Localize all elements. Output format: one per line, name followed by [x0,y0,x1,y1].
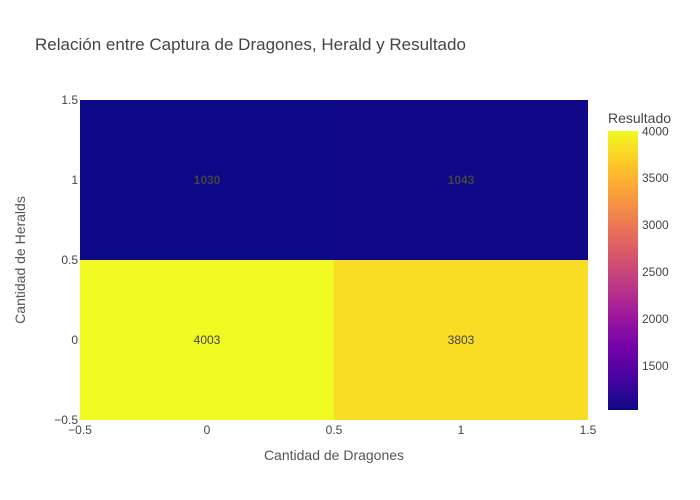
heatmap-cell [80,100,334,260]
x-tick-label: 1.5 [580,423,597,437]
cell-value-label: 3803 [448,333,475,347]
y-tick-label: 1.5 [61,93,78,107]
x-tick-label: −0.5 [68,423,92,437]
x-tick-label: 0.5 [326,423,343,437]
cell-value-label: 1030 [194,173,221,187]
colorbar-tick-label: 2500 [642,265,669,279]
heatmap-cell [80,260,334,420]
y-tick-label: 0 [71,333,78,347]
colorbar-ticks: 4000 3500 3000 2500 2000 1500 [642,124,669,373]
colorbar-tick-label: 3500 [642,171,669,185]
heatmap-cell [334,100,588,260]
y-axis-title: Cantidad de Heralds [12,196,28,324]
colorbar-title: Resultado [608,110,671,126]
x-axis-ticks: −0.5 0 0.5 1 1.5 [68,423,597,437]
x-tick-label: 0 [204,423,211,437]
chart-title: Relación entre Captura de Dragones, Hera… [35,35,466,54]
colorbar-tick-label: 3000 [642,218,669,232]
heatmap-cell [334,260,588,420]
colorbar-tick-label: 4000 [642,124,669,138]
x-tick-label: 1 [458,423,465,437]
cell-value-label: 4003 [194,333,221,347]
colorbar-tick-label: 2000 [642,312,669,326]
x-axis-title: Cantidad de Dragones [264,447,404,463]
y-tick-label: 1 [71,173,78,187]
cell-value-labels: 4003 3803 1030 1043 [194,173,475,347]
cell-value-label: 1043 [448,173,475,187]
y-tick-label: −0.5 [54,413,78,427]
colorbar [608,131,638,410]
colorbar-tick-label: 1500 [642,359,669,373]
y-tick-label: 0.5 [61,253,78,267]
y-axis-ticks: 1.5 1 0.5 0 −0.5 [54,93,78,427]
heatmap-cells [80,100,588,420]
